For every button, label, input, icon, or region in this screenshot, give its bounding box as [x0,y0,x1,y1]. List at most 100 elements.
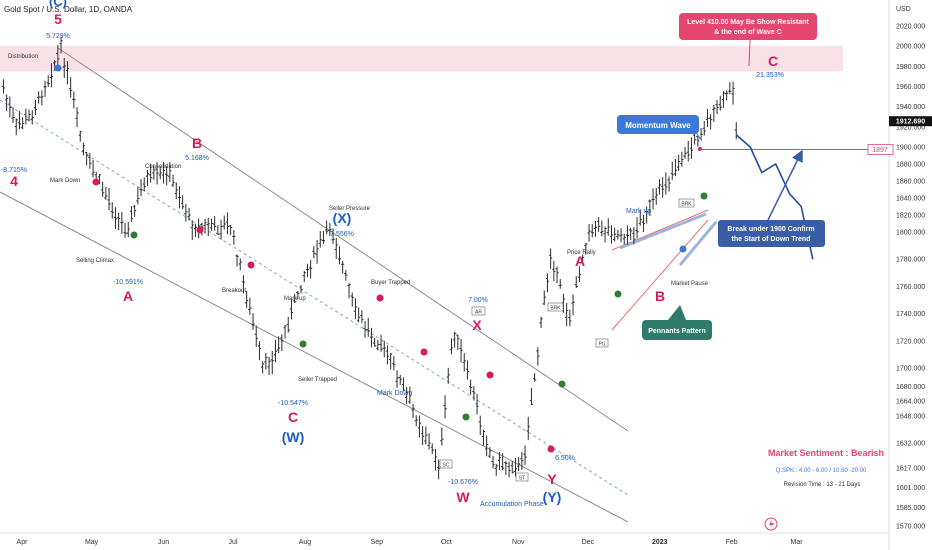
ohlc-bar [8,96,12,118]
ohlc-bar [587,224,591,242]
ohlc-bar [408,386,412,404]
ohlc-bar [11,107,15,124]
time-tick-label: Apr [17,539,29,546]
ohlc-bar [62,58,66,79]
ohlc-bar [728,82,732,95]
ohlc-bar [46,75,50,88]
ohlc-bar [645,206,649,224]
projection-path [735,134,814,260]
tag-label: ST [519,476,525,482]
ohlc-bar [257,341,262,361]
percent-label: 7.00% [468,297,488,304]
wave-label: Y [547,471,557,487]
ohlc-bar [65,61,70,85]
ohlc-bar [174,182,178,200]
ohlc-bar [590,223,594,238]
ohlc-bar [481,429,486,446]
ohlc-bar [136,187,140,205]
price-tick-label: 1840.000 [896,196,925,203]
note-label: Mark Down [50,178,80,184]
wave-label: X [472,317,482,333]
wave-label: (C) [49,0,67,9]
signal-dot-pink [376,294,384,302]
ohlc-bar [139,179,143,197]
phase-notes: Distribution Mark Down Consolidation Sel… [8,54,709,508]
signal-dot-blue [679,245,687,253]
ohlc-bar [152,166,156,180]
tag-label: SC [443,463,450,469]
ohlc-bar [283,325,287,339]
ohlc-bar [440,427,444,446]
ohlc-bar [280,334,284,352]
current-price-label: 1912.690 [896,119,925,126]
ohlc-bar [664,172,668,195]
ohlc-bar [17,110,22,130]
ohlc-bar [168,162,172,182]
ohlc-bar [475,393,479,415]
ohlc-bar [296,291,300,300]
ohlc-bar [318,230,322,248]
ohlc-bar [533,373,537,382]
price-tick-label: 1780.000 [896,257,925,264]
channel-lower-line [0,191,629,523]
signal-dot-green [299,340,307,348]
ohlc-bar [584,242,588,255]
ohlc-bar [27,109,31,122]
ohlc-bar [443,395,447,419]
ohlc-bar [213,216,217,231]
price-tick-label: 1700.000 [896,366,925,373]
time-tick-label: Aug [299,539,312,546]
ohlc-bar [389,352,393,370]
ohlc-bar [542,290,546,305]
ohlc-bar [145,169,150,187]
ohlc-bar [715,100,719,115]
time-tick-label: Dec [582,539,595,546]
ohlc-bar [261,361,265,374]
ohlc-bar [43,80,47,97]
ohlc-bar [670,161,674,180]
note-label: Price Rally [567,250,596,256]
price-tick-label: 1740.000 [896,311,925,318]
ohlc-bar [366,317,370,337]
price-tick-label: 1880.000 [896,162,925,169]
channel-upper-line [57,47,629,432]
ohlc-bar [337,246,342,265]
ohlc-bar [453,331,457,348]
tag-box [678,198,695,208]
ohlc-bar [347,283,351,299]
ohlc-bar [251,313,255,330]
ohlc-bar [577,266,582,282]
ohlc-bar [110,202,114,219]
ohlc-bar [49,63,54,88]
ohlc-bar [680,151,684,167]
price-axis-bg [889,0,932,550]
ohlc-bar [209,218,214,231]
sentiment-revision: Revision Time : 13 - 21 Days [784,482,861,488]
ohlc-bar [203,218,207,234]
signal-dot-green [614,290,622,298]
price-axis-unit: USD [896,6,911,13]
note-label: Market Pause [671,281,709,287]
ohlc-bar [491,455,495,469]
sentiment-qspk: Q.SPK : 4.00 - 6.00 / 10.50 -20.00 [776,468,867,474]
signal-dot-pink [547,445,555,453]
ohlc-bar [705,108,710,127]
ohlc-bar [238,258,242,271]
percent-labels: 5.729% -8.715% 5.168% -10.591% 7.556% -1… [1,33,784,486]
ohlc-bar [113,207,118,230]
ohlc-bar [334,237,338,259]
level-callout-line2: & the end of Wave C [714,29,781,36]
ohlc-bar [225,212,230,235]
ohlc-bar [360,310,364,324]
price-tick-label: 2000.000 [896,44,925,51]
ohlc-bar [520,451,524,470]
ohlc-bar [315,240,319,264]
percent-label: -10.676% [448,479,478,486]
ohlc-bar [574,276,578,289]
ohlc-bar [571,294,575,316]
brand-logo [764,517,778,531]
ohlc-bar [427,433,431,450]
ohlc-bar [472,385,476,401]
momentum-callout-box [617,115,699,134]
